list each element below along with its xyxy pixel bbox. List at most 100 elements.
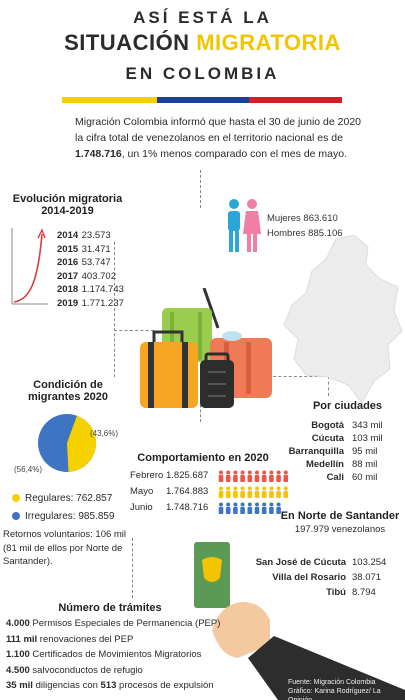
city-row: Bogotá 343 mil: [311, 420, 383, 431]
person-icon: [276, 486, 281, 498]
condition-legend: Regulares: 762.857 Irregulares: 985.859: [12, 490, 142, 526]
person-icon: [218, 486, 224, 498]
person-icon: [269, 486, 274, 498]
person-icon: [261, 502, 267, 514]
procedure-row: 1.100 Certificados de Movimientos Migrat…: [6, 649, 202, 660]
connector-bottom-v: [132, 538, 133, 598]
person-icon: [233, 486, 238, 498]
person-icon: [283, 470, 289, 482]
title-line-1: ASÍ ESTÁ LA: [133, 8, 272, 27]
blue-dot-icon: [12, 512, 20, 521]
women-count: Mujeres 863.610: [267, 213, 338, 224]
condition-title-2: migrantes 2020: [27, 391, 109, 403]
person-icon: [254, 486, 260, 498]
person-icon: [247, 486, 253, 498]
city-row: Medellín 88 mil: [305, 459, 378, 470]
condition-title-1: Condición de: [33, 379, 103, 391]
person-icon: [269, 502, 274, 514]
flag-yellow: [62, 97, 157, 103]
pct-regular: (43,6%): [90, 429, 119, 438]
pct-irregular: (56,4%): [14, 465, 43, 474]
title-highlight: MIGRATORIA: [196, 30, 341, 55]
procedure-row: 111 mil renovaciones del PEP: [6, 633, 134, 645]
connector-right-h: [268, 376, 328, 377]
connector-top: [200, 170, 201, 208]
santander-row: Tibú 8.794: [326, 587, 376, 598]
flag-blue: [157, 97, 249, 103]
procedures-list: 4.000 Permisos Especiales de Permanencia…: [6, 616, 266, 694]
evolution-title-1: Evolución migratoria: [12, 193, 123, 205]
behavior-row: Junio 1.748.716: [130, 500, 300, 516]
person-icon: [254, 502, 260, 514]
growth-curve-icon: [11, 228, 48, 305]
cities-table: Bogotá 343 mil Cúcuta 103 mil Barranquilla…: [280, 419, 400, 484]
person-icon: [240, 502, 245, 514]
condition-pie-chart: [38, 414, 97, 472]
graphic-credit: Gráfico: Karina Rodríguez/ La Opinión: [288, 688, 381, 700]
person-icon: [225, 486, 231, 498]
woman-man-icon: [228, 199, 261, 252]
title-line-2: SITUACIÓN MIGRATORIA: [0, 30, 405, 56]
intro-text-a: Migración Colombia informó que hasta el …: [75, 116, 362, 144]
procedure-row: 4.500 salvoconductos de refugio: [6, 664, 143, 676]
gender-stats: Mujeres 863.610 Hombres 885.106: [267, 211, 397, 241]
colombia-map-icon: [283, 235, 403, 404]
behavior-table: Febrero 1.825.687 Mayo 1.764.883 Junio 1…: [130, 468, 300, 516]
year-row: 2016 53.747: [57, 257, 111, 268]
condition-title: Condición de migrantes 2020: [8, 379, 128, 403]
person-icon: [225, 502, 231, 514]
legend-irregular: Irregulares: 985.859: [12, 508, 142, 526]
title-line-2a: SITUACIÓN: [64, 30, 197, 55]
behavior-row: Febrero 1.825.687: [130, 468, 300, 484]
year-row: 2019 1.771.237: [57, 297, 124, 309]
procedures-title: Número de trámites: [58, 602, 162, 614]
person-icon: [247, 502, 253, 514]
people-icons-june: [218, 502, 281, 514]
santander-row: San José de Cúcuta 103.254: [255, 557, 387, 568]
city-row: Cali 60 mil: [326, 472, 378, 483]
cities-title: Por ciudades: [312, 400, 383, 412]
connector-left-h: [114, 330, 154, 331]
person-icon: [283, 486, 289, 498]
colombia-flag-bar: [62, 97, 342, 103]
city-row: Cúcuta 103 mil: [311, 433, 383, 444]
luggage-illustration: [140, 288, 272, 408]
person-icon: [269, 470, 274, 482]
behavior-row: Mayo 1.764.883: [130, 484, 300, 500]
connector-right-v: [328, 376, 329, 396]
person-icon: [233, 470, 238, 482]
evolution-title: Evolución migratoria 2014-2019: [0, 193, 135, 217]
person-icon: [261, 470, 267, 482]
person-icon: [254, 470, 260, 482]
pie-slice-regular: [67, 415, 97, 472]
voluntary-returns: Retornos voluntarios: 106 mil (81 mil de…: [3, 529, 127, 567]
person-icon: [233, 502, 238, 514]
source-line: Fuente: Migración Colombia: [288, 679, 376, 686]
evolution-title-2: 2014-2019: [41, 205, 94, 217]
person-icon: [240, 486, 245, 498]
connector-left-v: [114, 242, 115, 377]
person-icon: [276, 502, 281, 514]
city-row: Barranquilla 95 mil: [288, 446, 378, 457]
connector-center-v: [200, 400, 201, 422]
evolution-list: 2014 23.573 2015 31.471 2016 53.747 2017…: [57, 229, 157, 310]
person-icon: [247, 470, 253, 482]
intro-paragraph: Migración Colombia informó que hasta el …: [75, 114, 365, 162]
intro-total: 1.748.716: [75, 148, 122, 160]
title-line-3: EN COLOMBIA: [125, 64, 280, 83]
person-icon: [276, 470, 281, 482]
behavior-title: Comportamiento en 2020: [137, 452, 269, 464]
procedure-row: 35 mil diligencias con 513 procesos de e…: [6, 680, 214, 691]
santander-table: San José de Cúcuta 103.254 Villa del Rosa…: [248, 555, 403, 600]
year-row: 2015 31.471: [57, 243, 111, 255]
year-row: 2014 23.573: [57, 230, 111, 241]
procedure-row: 4.000 Permisos Especiales de Permanencia…: [6, 618, 221, 629]
people-icons-may: [218, 486, 289, 498]
person-icon: [218, 470, 224, 482]
intro-text-b: , un 1% menos comparado con el mes de ma…: [121, 148, 348, 160]
person-icon: [225, 470, 231, 482]
santander-title: En Norte de Santander: [280, 510, 400, 522]
person-icon: [240, 470, 245, 482]
person-icon: [218, 502, 224, 514]
legend-regular: Regulares: 762.857: [12, 490, 142, 508]
